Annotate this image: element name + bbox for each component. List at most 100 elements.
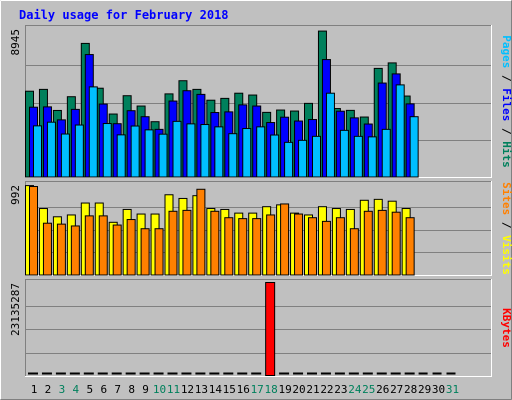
x-tick-label: 6 [100,383,107,396]
sites-bar [280,203,290,276]
x-tick-label: 18 [265,383,278,396]
x-tick-label: 26 [376,383,389,396]
kbytes-bar [390,372,401,375]
sites-bar [168,210,178,276]
kbytes-bar [307,372,317,375]
kbytes-bar [334,372,345,375]
legend-item: Pages [500,35,512,68]
sites-bar [154,228,164,276]
sites-bar [98,215,108,276]
sites-bar [335,217,345,276]
chart-panels: 8945 Pages / Files / Hits 992 Sites / Visit… [9,25,512,377]
pages-bar [325,92,335,178]
pages-bar [186,123,196,178]
kbytes-bar [209,372,220,375]
kbytes-bar [362,372,373,375]
kbytes-bar [28,372,38,375]
sites-bar [224,217,234,276]
kbytes-bar [97,372,108,375]
pages-bar [270,134,280,178]
pages-bar [130,125,140,178]
sites-bar [377,209,387,276]
pages-bar [158,133,168,178]
legend-item: Visits [500,235,512,275]
kbytes-bar [167,372,178,375]
panel-kbytes-area [25,279,492,377]
x-tick-label: 14 [209,383,223,396]
kbytes-bar [55,372,66,375]
x-tick-label: 24 [348,383,362,396]
pages-bar [353,135,363,178]
panel-kbytes: 23135287 KBytes [9,279,512,377]
sites-bar [29,186,38,276]
pages-bar [312,135,321,178]
sites-bar [56,223,66,276]
kbytes-bar [265,282,276,376]
sites-bar [391,211,401,276]
kbytes-bar [111,372,122,375]
x-tick-label: 10 [153,383,166,396]
x-tick-label: 19 [278,383,291,396]
kbytes-bar [279,372,290,375]
x-tick-label: 3 [59,383,66,396]
x-tick-label: 20 [292,383,305,396]
kbytes-bar [69,372,80,375]
x-tick-label: 4 [73,383,80,396]
pages-bar [214,126,224,178]
sites-bar [140,228,150,276]
pages-bar [284,141,294,178]
kbytes-bar [404,372,415,375]
legend-item: / [500,121,512,141]
pages-bar [46,121,56,178]
pages-bar [395,84,405,178]
sites-bar [238,218,248,276]
sites-bar [266,214,276,276]
sites-bar [126,219,136,276]
x-tick-label: 15 [223,383,236,396]
kbytes-bar [223,372,234,375]
kbytes-bar [293,372,304,375]
sites-bar [321,220,331,276]
pages-bar [381,128,391,178]
x-tick-label: 5 [86,383,93,396]
pages-bar [74,124,84,178]
y-max-label: 992 [9,185,22,205]
legend-item: Files [500,88,512,121]
x-tick-label: 21 [306,383,319,396]
x-tick-label: 31 [446,383,459,396]
x-tick-label: 12 [181,383,194,396]
pages-bar [172,120,182,178]
x-tick-label: 27 [390,383,403,396]
x-tick-label: 17 [251,383,264,396]
x-tick-label: 25 [362,383,375,396]
kbytes-bar [125,372,136,375]
y-max-label: 23135287 [9,283,22,336]
kbytes-bar [237,372,248,375]
legend-item: KBytes [500,308,512,348]
kbytes-bar [195,372,206,375]
pages-bar [144,129,154,178]
sites-bar [308,217,317,276]
pages-bar [228,133,238,178]
sites-bar [112,224,122,276]
x-tick-label: 23 [334,383,347,396]
kbytes-bar [83,372,94,375]
pages-bar [298,139,308,178]
sites-bar [42,222,52,276]
x-tick-label: 16 [237,383,250,396]
x-tick-label: 11 [167,383,180,396]
pages-bar [33,125,42,178]
panel-visits: 992 Sites / Visits [9,181,512,276]
kbytes-bar [41,372,52,375]
pages-bar [60,133,70,178]
kbytes-bar [376,372,387,375]
x-tick-label: 28 [404,383,417,396]
x-tick-label: 1 [31,383,38,396]
x-tick-label: 13 [195,383,208,396]
pages-bar [409,116,419,178]
sites-bar [70,225,80,276]
x-tick-label: 9 [142,383,149,396]
x-tick-label: 22 [320,383,333,396]
pages-bar [200,124,210,178]
